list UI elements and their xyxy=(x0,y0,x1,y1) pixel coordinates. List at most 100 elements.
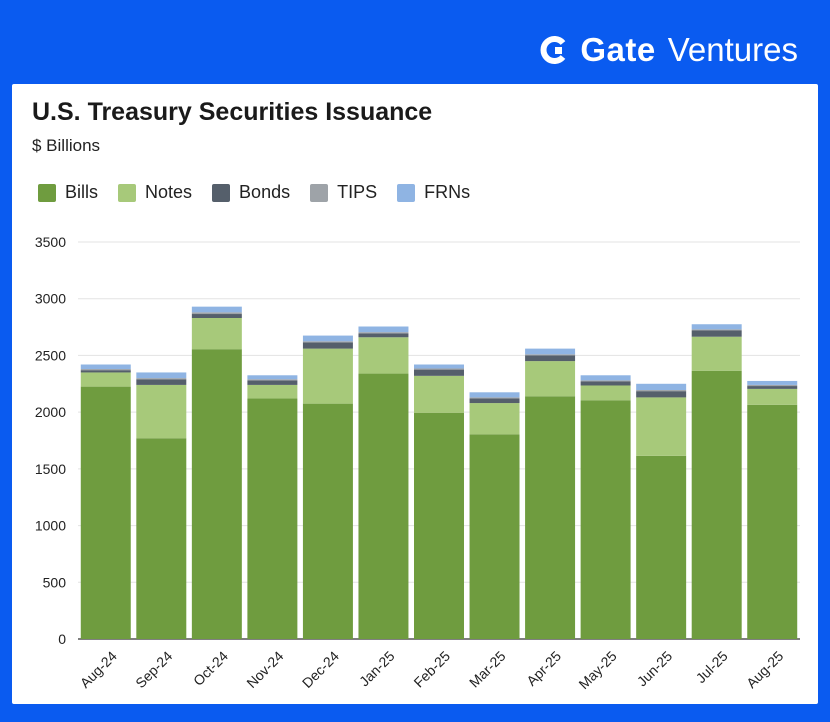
legend-item-tips: TIPS xyxy=(310,182,377,203)
brand-suffix: Ventures xyxy=(667,31,798,68)
legend-swatch xyxy=(397,183,416,202)
x-tick-label: May-25 xyxy=(575,648,619,692)
bar-notes-mar-25 xyxy=(469,403,520,435)
bar-notes-jul-25 xyxy=(691,336,742,371)
chart-title: U.S. Treasury Securities Issuance xyxy=(32,98,433,126)
bar-tips-jun-25 xyxy=(636,390,687,392)
bar-frns-aug-24 xyxy=(80,364,131,370)
bar-bills-jul-25 xyxy=(691,370,742,639)
bar-frns-nov-24 xyxy=(247,375,298,380)
bar-notes-sep-24 xyxy=(136,384,187,439)
bar-bonds-feb-25 xyxy=(414,369,464,376)
bar-bills-mar-25 xyxy=(469,434,520,639)
bar-frns-oct-24 xyxy=(191,306,242,313)
bar-bills-jan-25 xyxy=(358,373,409,639)
bar-bills-aug-24 xyxy=(80,386,131,639)
bar-tips-oct-24 xyxy=(191,312,242,315)
bar-bonds-mar-25 xyxy=(469,398,520,404)
bar-tips-aug-25 xyxy=(747,384,798,387)
bar-notes-may-25 xyxy=(580,385,631,401)
bar-bills-apr-25 xyxy=(525,396,576,639)
bar-bills-feb-25 xyxy=(414,412,464,639)
x-tick-label: Feb-25 xyxy=(410,648,453,691)
bar-frns-mar-25 xyxy=(469,392,520,398)
bar-notes-oct-24 xyxy=(191,317,242,350)
x-tick-label: Jul-25 xyxy=(693,648,731,686)
bar-notes-feb-25 xyxy=(414,375,464,413)
chart-legend: Bills Notes Bonds TIPS FRNs xyxy=(38,182,470,203)
bar-notes-jan-25 xyxy=(358,337,409,374)
x-tick-label: Apr-25 xyxy=(523,648,564,689)
bar-bills-sep-24 xyxy=(136,438,187,639)
bar-notes-aug-24 xyxy=(80,372,131,387)
bar-frns-sep-24 xyxy=(136,372,187,379)
bar-bonds-may-25 xyxy=(580,381,631,386)
bar-bills-jun-25 xyxy=(636,455,687,639)
legend-swatch xyxy=(38,183,56,202)
x-tick-label: Jan-25 xyxy=(356,648,398,690)
bar-notes-aug-25 xyxy=(747,388,798,405)
legend-swatch xyxy=(212,183,231,202)
x-tick-label: Jun-25 xyxy=(634,648,676,690)
y-tick-label: 1500 xyxy=(35,461,66,477)
bar-bonds-jan-25 xyxy=(358,333,409,338)
bar-frns-jul-25 xyxy=(691,324,742,330)
bar-tips-jul-25 xyxy=(691,329,742,331)
x-tick-label: Aug-25 xyxy=(743,648,786,691)
y-tick-label: 2000 xyxy=(35,404,66,420)
bar-bonds-nov-24 xyxy=(247,380,298,385)
bar-bonds-oct-24 xyxy=(191,314,242,318)
bar-frns-jun-25 xyxy=(636,383,687,391)
x-tick-label: Aug-24 xyxy=(77,648,120,691)
bar-tips-nov-24 xyxy=(247,379,298,381)
bar-notes-apr-25 xyxy=(525,361,576,397)
bar-tips-jan-25 xyxy=(358,332,409,334)
chart-subtitle: $ Billions xyxy=(32,136,101,155)
bar-bills-may-25 xyxy=(580,400,631,639)
bar-frns-may-25 xyxy=(580,375,631,381)
legend-label: Bonds xyxy=(239,182,291,202)
bar-notes-dec-24 xyxy=(302,348,353,404)
bar-tips-dec-24 xyxy=(302,341,353,343)
legend-label: FRNs xyxy=(424,182,471,202)
x-tick-label: Mar-25 xyxy=(466,648,509,691)
bar-bonds-jun-25 xyxy=(636,391,687,398)
bar-bonds-aug-25 xyxy=(747,386,798,389)
bar-bonds-dec-24 xyxy=(302,342,353,349)
chart-card: U.S. Treasury Securities Issuance $ Bill… xyxy=(12,84,818,704)
bar-bonds-sep-24 xyxy=(136,379,187,385)
bar-frns-apr-25 xyxy=(525,348,576,355)
x-tick-label: Oct-24 xyxy=(190,648,231,689)
bar-frns-jan-25 xyxy=(358,326,409,333)
x-tick-label: Nov-24 xyxy=(243,648,286,691)
bar-tips-aug-24 xyxy=(80,369,131,371)
bar-notes-jun-25 xyxy=(636,397,687,456)
legend-label: Notes xyxy=(145,182,193,202)
legend-label: Bills xyxy=(65,182,99,202)
legend-item-bills: Bills xyxy=(38,182,98,203)
y-tick-label: 1000 xyxy=(35,518,66,534)
bar-frns-feb-25 xyxy=(414,364,464,369)
x-tick-label: Sep-24 xyxy=(132,648,175,691)
y-tick-label: 0 xyxy=(58,631,66,647)
y-tick-label: 2500 xyxy=(35,347,66,363)
bar-bills-dec-24 xyxy=(302,403,353,639)
bar-tips-apr-25 xyxy=(525,354,576,356)
bar-tips-sep-24 xyxy=(136,378,187,380)
bar-bills-aug-25 xyxy=(747,404,798,639)
bar-bills-nov-24 xyxy=(247,398,298,639)
gate-logo-icon xyxy=(540,36,566,64)
brand-name: Gate xyxy=(580,31,656,68)
legend-swatch xyxy=(310,183,329,202)
legend-swatch xyxy=(118,183,137,202)
x-tick-label: Dec-24 xyxy=(299,648,342,691)
legend-item-notes: Notes xyxy=(118,182,192,203)
legend-label: TIPS xyxy=(337,182,378,202)
bar-bonds-jul-25 xyxy=(691,330,742,337)
legend-item-bonds: Bonds xyxy=(212,182,290,203)
legend-item-frns: FRNs xyxy=(397,182,470,203)
bar-bonds-aug-24 xyxy=(80,370,131,373)
bar-tips-may-25 xyxy=(580,380,631,382)
bar-notes-nov-24 xyxy=(247,384,298,399)
brand-logo: Gate Ventures xyxy=(538,28,798,72)
